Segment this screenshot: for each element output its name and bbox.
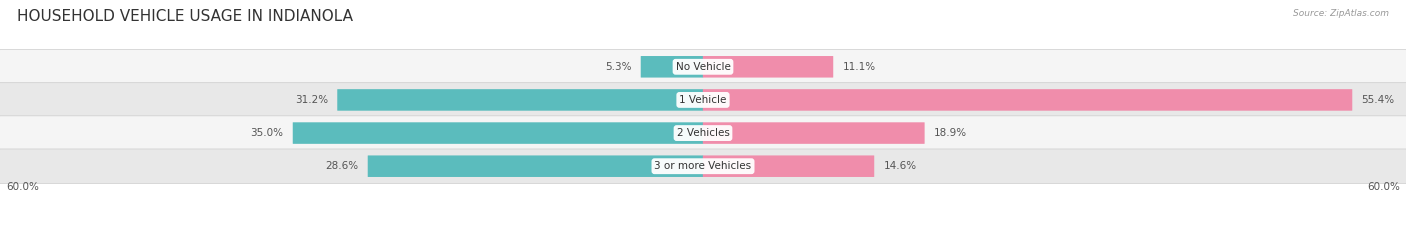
FancyBboxPatch shape: [337, 89, 703, 111]
Text: 60.0%: 60.0%: [1367, 182, 1400, 192]
FancyBboxPatch shape: [368, 155, 703, 177]
Text: Source: ZipAtlas.com: Source: ZipAtlas.com: [1294, 9, 1389, 18]
Text: 3 or more Vehicles: 3 or more Vehicles: [654, 161, 752, 171]
Text: 35.0%: 35.0%: [250, 128, 284, 138]
Text: 5.3%: 5.3%: [605, 62, 631, 72]
Text: 18.9%: 18.9%: [934, 128, 967, 138]
Text: No Vehicle: No Vehicle: [675, 62, 731, 72]
Text: 14.6%: 14.6%: [883, 161, 917, 171]
Text: 1 Vehicle: 1 Vehicle: [679, 95, 727, 105]
Text: HOUSEHOLD VEHICLE USAGE IN INDIANOLA: HOUSEHOLD VEHICLE USAGE IN INDIANOLA: [17, 9, 353, 24]
FancyBboxPatch shape: [703, 56, 834, 78]
FancyBboxPatch shape: [703, 89, 1353, 111]
FancyBboxPatch shape: [703, 155, 875, 177]
FancyBboxPatch shape: [0, 83, 1406, 117]
FancyBboxPatch shape: [641, 56, 703, 78]
FancyBboxPatch shape: [0, 149, 1406, 183]
FancyBboxPatch shape: [292, 122, 703, 144]
FancyBboxPatch shape: [0, 116, 1406, 150]
FancyBboxPatch shape: [0, 50, 1406, 84]
Text: 55.4%: 55.4%: [1361, 95, 1395, 105]
Text: 2 Vehicles: 2 Vehicles: [676, 128, 730, 138]
FancyBboxPatch shape: [703, 122, 925, 144]
Text: 60.0%: 60.0%: [6, 182, 39, 192]
Text: 11.1%: 11.1%: [842, 62, 876, 72]
Text: 31.2%: 31.2%: [295, 95, 328, 105]
Text: 28.6%: 28.6%: [325, 161, 359, 171]
